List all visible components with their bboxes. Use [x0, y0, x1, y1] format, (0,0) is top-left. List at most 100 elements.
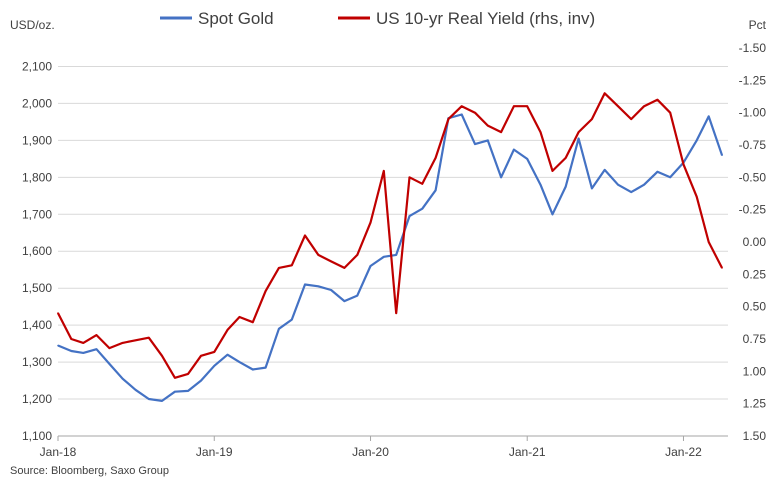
data-point-gold — [669, 176, 671, 179]
data-point-gold — [200, 379, 202, 382]
right-tick-label: 0.00 — [743, 235, 767, 249]
data-point-yield — [695, 195, 698, 198]
data-point-gold — [252, 368, 254, 371]
data-point-gold — [330, 289, 332, 291]
data-point-gold — [134, 389, 137, 391]
right-tick-label: -1.25 — [739, 73, 767, 87]
data-point-yield — [121, 342, 124, 344]
left-tick-label: 1,600 — [22, 244, 52, 258]
data-point-gold — [148, 398, 150, 400]
data-point-gold — [551, 213, 554, 216]
data-point-yield — [187, 373, 189, 375]
data-point-yield — [82, 342, 85, 344]
data-point-gold — [343, 300, 346, 302]
data-point-yield — [278, 267, 280, 269]
left-tick-label: 1,400 — [22, 318, 52, 332]
data-point-gold — [500, 176, 502, 179]
data-point-gold — [513, 148, 515, 151]
right-tick-label: 0.25 — [743, 267, 767, 281]
data-point-yield — [174, 377, 176, 379]
data-point-gold — [291, 318, 293, 321]
data-point-yield — [200, 355, 202, 357]
data-point-yield — [460, 105, 463, 107]
data-point-gold — [121, 377, 124, 380]
data-point-gold — [487, 139, 489, 142]
data-point-gold — [57, 344, 59, 347]
data-point-yield — [630, 118, 632, 120]
data-point-yield — [317, 254, 320, 256]
data-point-yield — [291, 264, 293, 267]
right-tick-label: 1.25 — [743, 397, 767, 411]
data-point-yield — [721, 267, 723, 269]
data-point-yield — [447, 118, 450, 120]
data-point-gold — [304, 283, 306, 286]
data-point-gold — [238, 361, 241, 363]
data-point-yield — [408, 176, 411, 179]
left-tick-label: 1,300 — [22, 355, 52, 369]
right-tick-label: 1.50 — [743, 429, 767, 443]
right-tick-label: -0.75 — [739, 138, 767, 152]
data-point-gold — [70, 350, 73, 352]
data-point-yield — [134, 339, 137, 342]
data-point-yield — [617, 105, 619, 107]
left-tick-label: 1,200 — [22, 392, 52, 406]
left-tick-label: 1,700 — [22, 207, 52, 221]
data-point-yield — [643, 105, 645, 107]
data-point-yield — [603, 92, 606, 95]
data-point-gold — [617, 183, 619, 186]
data-point-yield — [304, 234, 306, 237]
data-point-gold — [82, 352, 85, 354]
data-point-gold — [526, 158, 528, 160]
data-point-gold — [226, 353, 229, 356]
right-tick-label: 1.00 — [743, 364, 767, 378]
series-line-spot-gold — [57, 113, 724, 402]
data-point-yield — [513, 105, 515, 107]
data-point-gold — [434, 189, 437, 192]
data-point-yield — [383, 170, 385, 172]
data-point-gold — [264, 366, 267, 369]
right-tick-label: -0.25 — [739, 203, 767, 217]
data-point-yield — [356, 254, 359, 256]
data-point-yield — [213, 351, 216, 353]
data-point-gold — [95, 348, 98, 351]
data-point-gold — [213, 365, 216, 367]
data-point-gold — [630, 191, 632, 193]
data-point-gold — [278, 328, 280, 330]
series-layer — [57, 92, 724, 402]
data-point-yield — [500, 131, 502, 133]
data-point-yield — [95, 334, 98, 336]
data-point-yield — [238, 316, 241, 318]
data-point-yield — [539, 131, 542, 133]
data-point-gold — [395, 254, 398, 256]
data-point-gold — [577, 137, 580, 140]
data-point-gold — [187, 390, 189, 392]
right-tick-label: -0.50 — [739, 170, 767, 184]
x-tick-label: Jan-21 — [509, 445, 546, 459]
data-point-gold — [383, 255, 385, 258]
data-point-gold — [474, 143, 476, 145]
data-point-yield — [551, 170, 554, 172]
data-point-gold — [369, 265, 372, 267]
left-tick-label: 1,500 — [22, 281, 52, 295]
legend-label-yield: US 10-yr Real Yield (rhs, inv) — [376, 9, 595, 28]
data-point-yield — [474, 111, 476, 114]
data-point-gold — [643, 183, 645, 186]
right-tick-label: 0.50 — [743, 300, 767, 314]
data-point-gold — [656, 171, 659, 173]
data-point-gold — [564, 185, 567, 188]
data-point-yield — [564, 157, 567, 159]
x-tick-label: Jan-20 — [352, 445, 389, 459]
data-point-yield — [669, 111, 671, 114]
data-point-yield — [264, 290, 267, 292]
data-point-gold — [356, 294, 359, 297]
data-point-gold — [603, 169, 606, 171]
data-point-gold — [539, 183, 542, 186]
data-point-yield — [707, 241, 710, 243]
data-point-yield — [526, 105, 528, 107]
left-axis-ticks: 1,100 1,200 1,300 1,400 1,500 1,600 1,700 1,800… — [22, 59, 52, 443]
data-point-yield — [161, 355, 163, 357]
data-point-yield — [487, 124, 489, 127]
data-point-gold — [421, 207, 424, 210]
data-point-yield — [682, 163, 685, 166]
